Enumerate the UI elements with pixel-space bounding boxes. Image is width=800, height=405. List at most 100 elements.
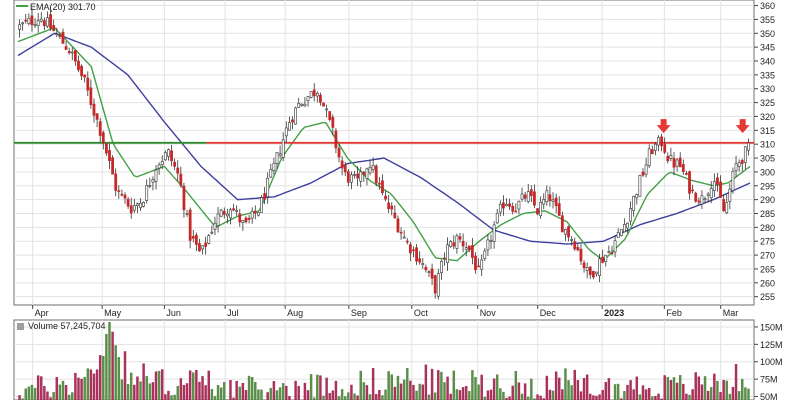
candle-body: [446, 245, 448, 263]
candle-body: [676, 160, 678, 166]
volume-bar: [266, 392, 268, 400]
volume-bar: [52, 392, 54, 400]
candle-body: [645, 165, 647, 174]
candle-body: [704, 199, 706, 200]
volume-bar: [251, 377, 253, 400]
volume-bar: [121, 379, 123, 400]
candle-body: [291, 120, 293, 122]
candle-body: [146, 185, 148, 200]
volume-bar: [598, 394, 600, 400]
candle-body: [459, 237, 461, 240]
volume-bar: [108, 322, 110, 400]
volume-bar: [626, 385, 628, 400]
volume-bar: [28, 387, 30, 400]
candle-body: [245, 218, 247, 222]
volume-bar: [679, 375, 681, 400]
volume-bar: [161, 369, 163, 400]
price-tick-label: 260: [760, 278, 775, 288]
candle-body: [236, 211, 238, 212]
volume-bar: [725, 381, 727, 400]
volume-bar: [636, 377, 638, 400]
volume-bar: [71, 392, 73, 400]
candle-body: [177, 168, 179, 173]
volume-bar: [422, 384, 424, 400]
volume-bar: [158, 371, 160, 400]
candle-body: [350, 175, 352, 183]
volume-bar: [204, 385, 206, 400]
volume-bar: [434, 392, 436, 400]
volume-bar: [589, 394, 591, 400]
volume-bar: [93, 374, 95, 400]
candle-body: [614, 241, 616, 252]
volume-tick-label: 150M: [760, 322, 783, 332]
candle-body: [664, 145, 666, 153]
candle-body: [189, 210, 191, 240]
volume-bar: [738, 391, 740, 400]
candle-body: [115, 174, 117, 191]
volume-bar: [511, 386, 513, 400]
candle-body: [226, 214, 228, 216]
volume-bar: [673, 377, 675, 400]
month-tick-label: Jul: [227, 308, 239, 318]
month-tick-label: Nov: [480, 308, 497, 318]
candle-body: [412, 250, 414, 251]
volume-bar: [617, 384, 619, 400]
candle-body: [329, 112, 331, 120]
candle-body: [282, 140, 284, 158]
volume-bar: [521, 394, 523, 400]
volume-bar: [235, 381, 237, 400]
volume-bar: [211, 389, 213, 400]
volume-legend-swatch: [17, 323, 24, 330]
candle-body: [555, 198, 557, 206]
candle-body: [34, 24, 36, 25]
volume-bar: [74, 373, 76, 400]
volume-legend-label: Volume 57,245,704: [28, 321, 106, 331]
candle-body: [288, 123, 290, 131]
volume-bar: [403, 380, 405, 400]
volume-bar: [443, 382, 445, 400]
month-tick-label: Apr: [35, 308, 49, 318]
candle-body: [515, 211, 517, 212]
volume-bar: [363, 382, 365, 400]
candle-body: [108, 150, 110, 160]
volume-bar: [366, 385, 368, 400]
volume-bar: [192, 372, 194, 400]
volume-bar: [648, 388, 650, 400]
candle-body: [521, 194, 523, 199]
candle-body: [493, 225, 495, 242]
candle-body: [254, 211, 256, 213]
candle-body: [509, 204, 511, 207]
candle-body: [431, 269, 433, 278]
volume-bar: [663, 375, 665, 400]
volume-bar: [220, 387, 222, 400]
volume-bar: [645, 389, 647, 400]
volume-bar: [170, 395, 172, 400]
volume-bar: [304, 383, 306, 400]
volume-bar: [586, 375, 588, 400]
candle-body: [425, 267, 427, 270]
candle-body: [133, 206, 135, 211]
candle-body: [96, 114, 98, 120]
volume-bar: [555, 372, 557, 400]
price-tick-label: 305: [760, 154, 775, 164]
candle-body: [68, 51, 70, 52]
candle-body: [391, 206, 393, 209]
volume-bar: [189, 370, 191, 400]
candle-body: [592, 271, 594, 277]
candle-body: [518, 201, 520, 209]
candle-body: [462, 241, 464, 246]
volume-bar: [245, 390, 247, 400]
month-tick-label: Oct: [414, 308, 429, 318]
volume-bar: [62, 381, 64, 400]
candle-body: [279, 154, 281, 155]
volume-bar: [719, 392, 721, 400]
volume-bar: [716, 381, 718, 400]
volume-legend: Volume 57,245,704: [17, 321, 106, 331]
volume-bar: [685, 394, 687, 400]
price-tick-label: 280: [760, 223, 775, 233]
volume-bar: [325, 378, 327, 400]
candle-body: [567, 227, 569, 238]
volume-bar: [359, 371, 361, 400]
candle-body: [372, 165, 374, 169]
candle-body: [428, 272, 430, 273]
